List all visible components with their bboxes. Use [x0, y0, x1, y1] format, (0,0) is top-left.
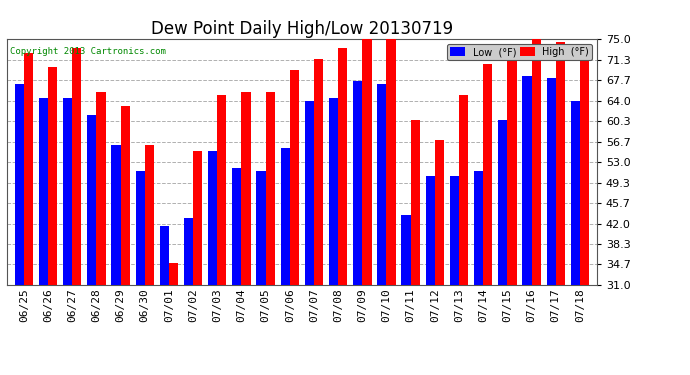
- Bar: [97, 92, 106, 285]
- Bar: [377, 84, 386, 285]
- Bar: [184, 218, 193, 285]
- Bar: [435, 140, 444, 285]
- Bar: [555, 42, 565, 285]
- Bar: [72, 48, 81, 285]
- Bar: [121, 106, 130, 285]
- Bar: [208, 151, 217, 285]
- Title: Dew Point Daily High/Low 20130719: Dew Point Daily High/Low 20130719: [151, 20, 453, 38]
- Bar: [111, 146, 121, 285]
- Bar: [498, 120, 507, 285]
- Bar: [305, 101, 314, 285]
- Bar: [426, 176, 435, 285]
- Bar: [169, 262, 178, 285]
- Bar: [135, 171, 145, 285]
- Bar: [474, 171, 483, 285]
- Bar: [531, 34, 541, 285]
- Bar: [338, 48, 347, 285]
- Bar: [63, 98, 72, 285]
- Bar: [39, 98, 48, 285]
- Bar: [241, 92, 250, 285]
- Bar: [217, 95, 226, 285]
- Bar: [24, 53, 33, 285]
- Bar: [507, 53, 517, 285]
- Bar: [145, 146, 154, 285]
- Bar: [266, 92, 275, 285]
- Bar: [353, 81, 362, 285]
- Bar: [386, 34, 395, 285]
- Bar: [522, 76, 531, 285]
- Bar: [402, 215, 411, 285]
- Bar: [14, 84, 24, 285]
- Bar: [362, 34, 371, 285]
- Bar: [193, 151, 202, 285]
- Bar: [257, 171, 266, 285]
- Bar: [580, 56, 589, 285]
- Bar: [411, 120, 420, 285]
- Bar: [281, 148, 290, 285]
- Bar: [571, 101, 580, 285]
- Bar: [87, 115, 97, 285]
- Bar: [546, 78, 555, 285]
- Bar: [48, 67, 57, 285]
- Bar: [314, 59, 323, 285]
- Bar: [329, 98, 338, 285]
- Bar: [450, 176, 459, 285]
- Bar: [483, 64, 493, 285]
- Text: Copyright 2013 Cartronics.com: Copyright 2013 Cartronics.com: [10, 47, 166, 56]
- Legend: Low  (°F), High  (°F): Low (°F), High (°F): [447, 44, 592, 60]
- Bar: [459, 95, 469, 285]
- Bar: [290, 70, 299, 285]
- Bar: [159, 226, 169, 285]
- Bar: [233, 168, 241, 285]
